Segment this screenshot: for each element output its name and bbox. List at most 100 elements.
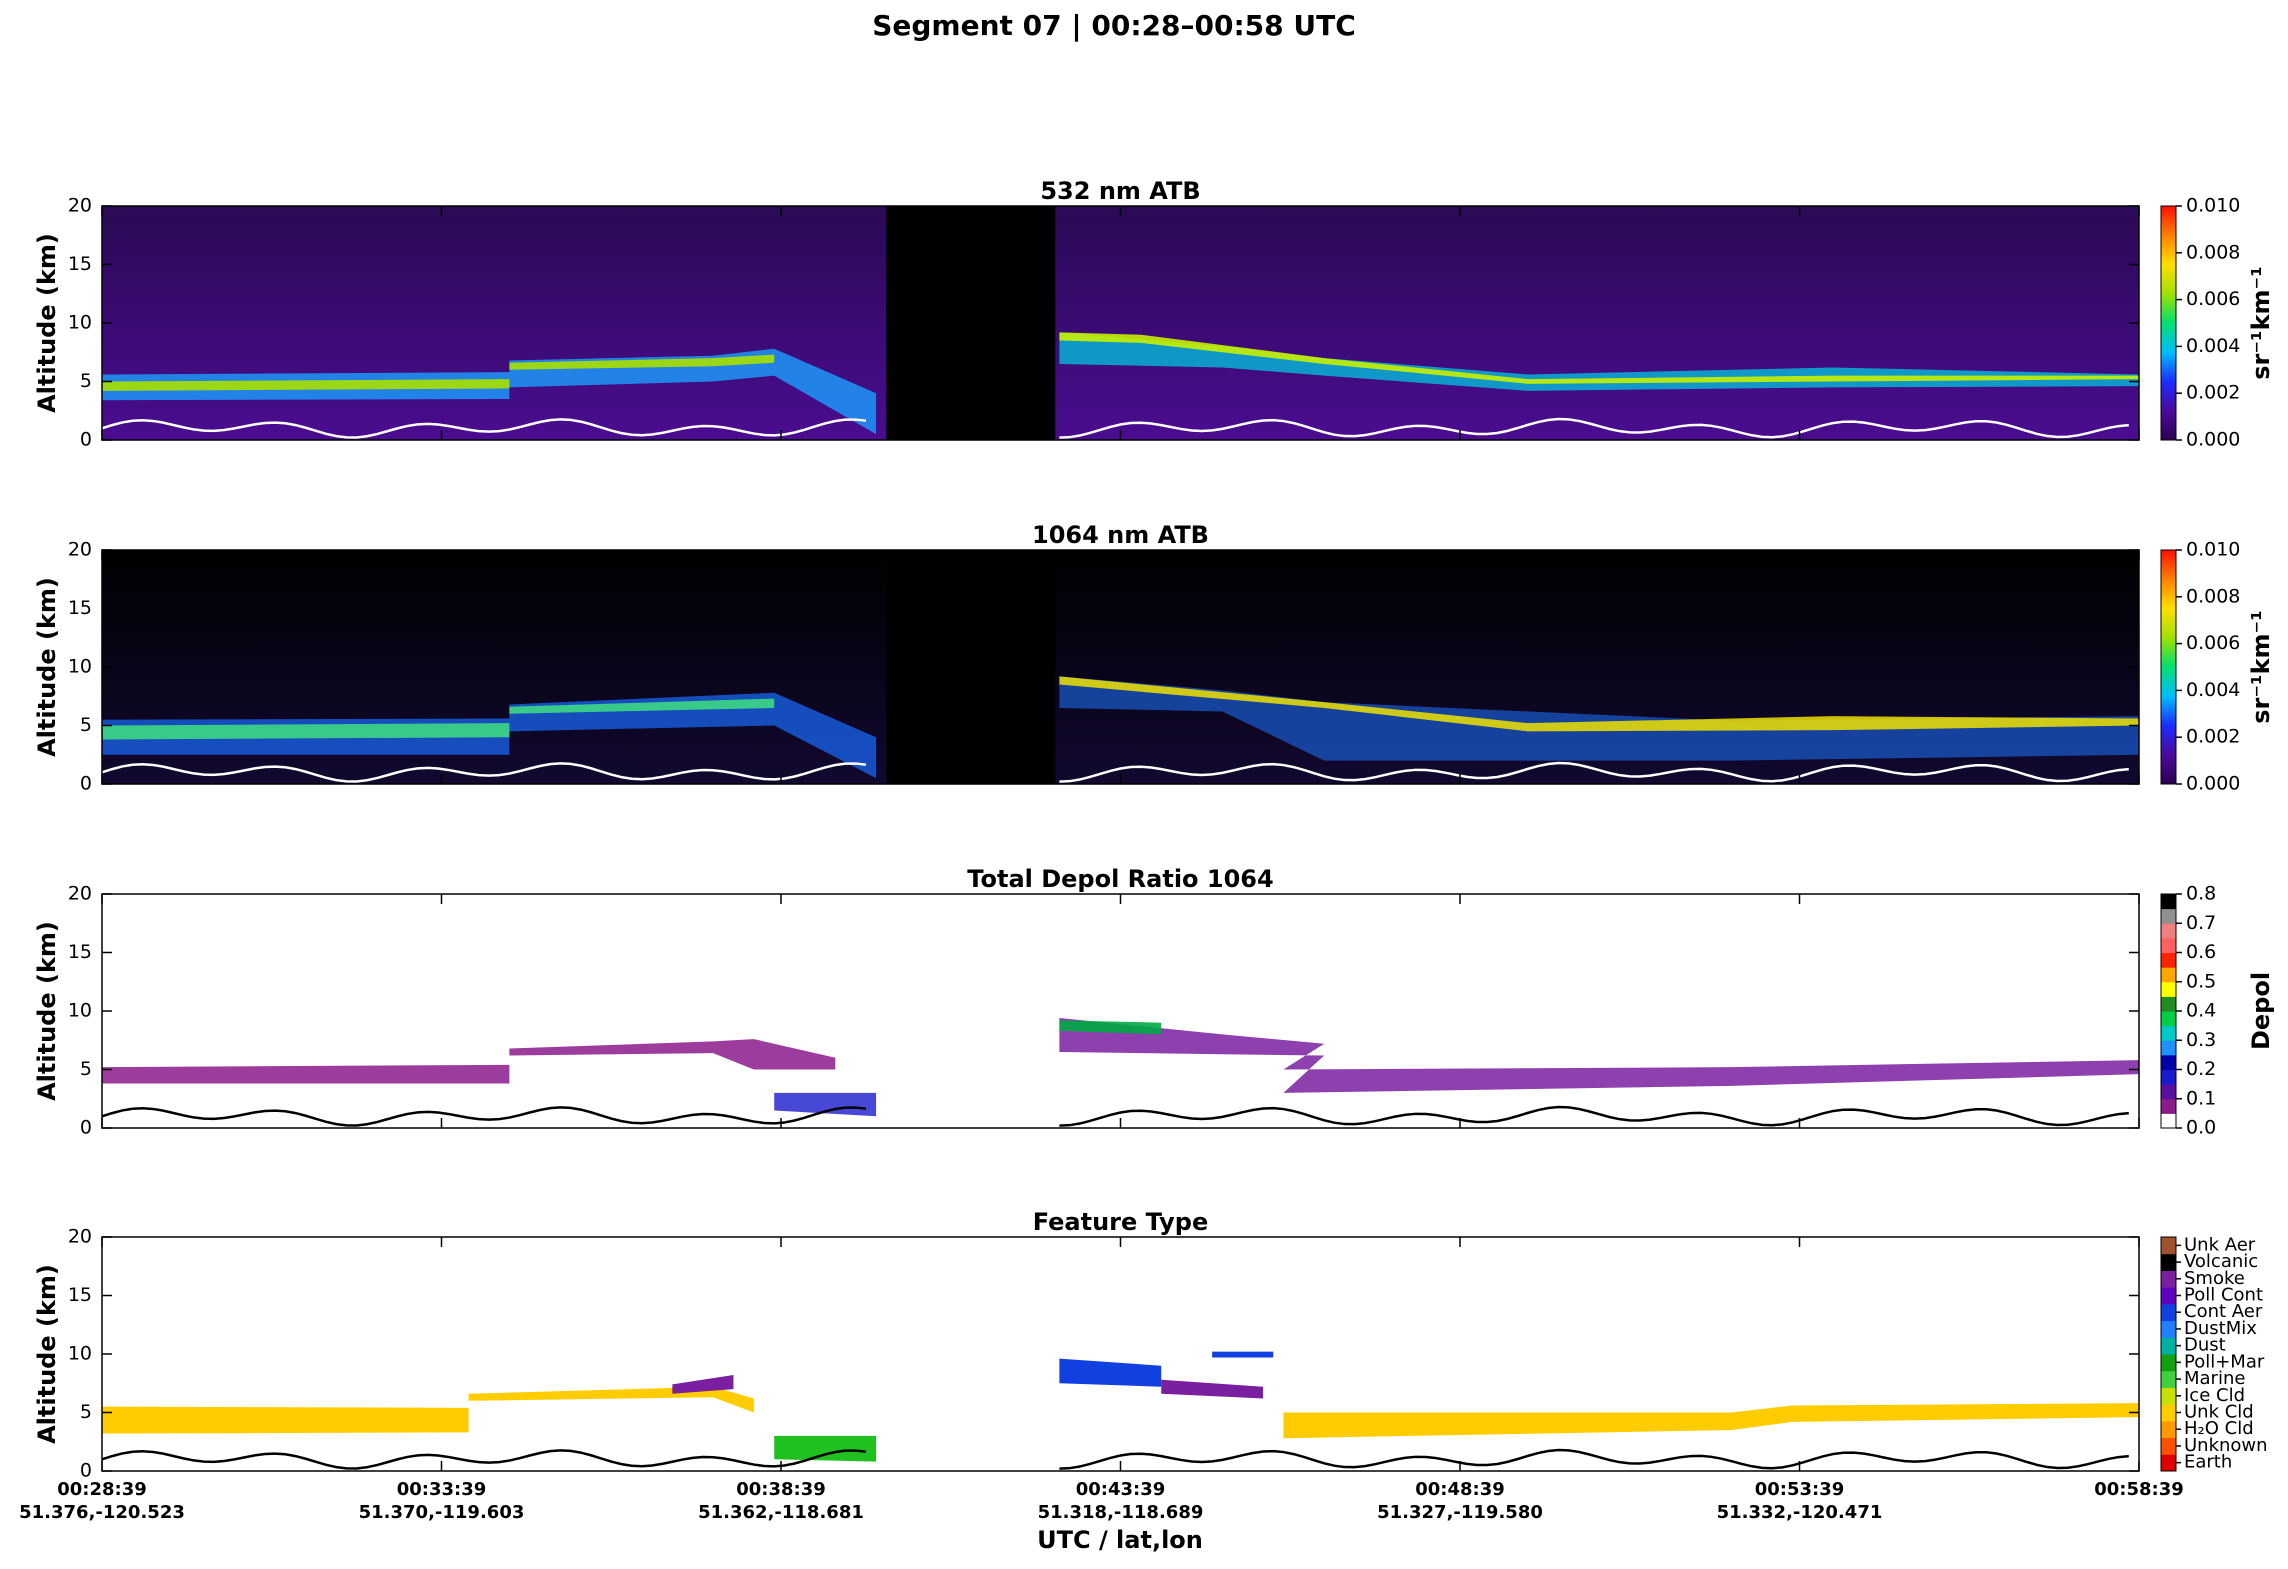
surface-line: [101, 418, 867, 439]
surface-line: [1059, 1448, 2129, 1470]
surface-line: [101, 1106, 867, 1127]
colorbar-tick-label: 0.006: [2186, 288, 2240, 310]
x-tick-latlon: 51.332,-120.471: [1717, 1502, 1883, 1523]
colorbar-cell: [2161, 952, 2176, 968]
colorbar-tick-label: 0.1: [2186, 1087, 2216, 1109]
colorbar-cell: [2161, 1320, 2176, 1338]
colorbar-cell: [2161, 1113, 2176, 1129]
colorbar-tick-label: 0.010: [2186, 539, 2240, 561]
x-tick-label: 00:38:39: [736, 1479, 826, 1500]
colorbar-cell: [2161, 1354, 2176, 1372]
panel-title: Total Depol Ratio 1064: [967, 865, 1273, 893]
colorbar-cell: [2161, 1069, 2176, 1085]
y-tick-label: 5: [80, 1401, 92, 1423]
y-tick-label: 10: [68, 1343, 92, 1365]
y-axis-label: Altitude (km): [33, 233, 61, 413]
layer-decor: [1059, 1020, 1162, 1035]
colorbar-label: sr⁻¹km⁻¹: [2247, 610, 2275, 723]
y-axis-label: Altitude (km): [33, 1264, 61, 1444]
x-tick-label: 00:43:39: [1076, 1479, 1166, 1500]
colorbar-cell: [2161, 1270, 2176, 1288]
colorbar-tick-label: 0.3: [2186, 1029, 2216, 1051]
colorbar-tick-label: 0.2: [2186, 1058, 2216, 1080]
colorbar-label: sr⁻¹km⁻¹: [2247, 266, 2275, 379]
x-tick-latlon: 51.362,-118.681: [698, 1502, 864, 1523]
colorbar-category: Ice Cld: [2184, 1385, 2245, 1406]
colorbar-label: Depol: [2247, 972, 2275, 1050]
y-tick-label: 15: [68, 253, 92, 275]
colorbar-tick-label: 0.6: [2186, 941, 2216, 963]
colorbar-cell: [2161, 1387, 2176, 1405]
colorbar-tick-label: 0.010: [2186, 195, 2240, 217]
colorbar: [2161, 206, 2176, 440]
colorbar-tick-label: 0.5: [2186, 970, 2216, 992]
colorbar-category: Dust: [2184, 1335, 2226, 1356]
raster-background: [102, 206, 2139, 440]
layer-decor: [1283, 1403, 2139, 1439]
colorbar-cell: [2161, 894, 2176, 910]
colorbar: [2161, 550, 2176, 784]
colorbar-tick-label: 0.0: [2186, 1117, 2216, 1139]
colorbar-cell: [2161, 1287, 2176, 1305]
layer-decor: [1059, 1018, 2139, 1093]
x-tick-label: 00:33:39: [397, 1479, 487, 1500]
colorbar-category: DustMix: [2184, 1318, 2257, 1339]
y-tick-label: 20: [68, 539, 92, 561]
y-tick-label: 10: [68, 312, 92, 334]
y-axis-label: Altitude (km): [33, 921, 61, 1101]
x-axis-label: UTC / lat,lon: [1037, 1526, 1203, 1554]
y-tick-label: 15: [68, 597, 92, 619]
y-tick-label: 15: [68, 1284, 92, 1306]
colorbar-cell: [2161, 1098, 2176, 1114]
colorbar-tick-label: 0.000: [2186, 429, 2240, 451]
colorbar-frame: [2160, 205, 2177, 441]
layer-decor: [1059, 676, 2139, 732]
colorbar-cell: [2161, 923, 2176, 939]
colorbar-cell: [2161, 1404, 2176, 1422]
x-tick-latlon: 51.376,-120.523: [19, 1502, 185, 1523]
surface-line: [1059, 417, 2129, 439]
layer-decor: [1059, 332, 2139, 384]
colorbar-category: Earth: [2184, 1452, 2232, 1473]
y-tick-label: 5: [80, 714, 92, 736]
colorbar-tick-label: 0.7: [2186, 912, 2216, 934]
colorbar-category: Marine: [2184, 1368, 2245, 1389]
colorbar-tick-label: 0.008: [2186, 241, 2240, 263]
layer-decor: [102, 1039, 836, 1084]
y-tick-label: 0: [80, 429, 92, 451]
colorbar-category: Unk Cld: [2184, 1402, 2254, 1423]
layer-decor: [102, 698, 775, 740]
colorbar-tick-label: 0.002: [2186, 382, 2240, 404]
colorbar-cell: [2161, 1337, 2176, 1355]
colorbar-cell: [2161, 1237, 2176, 1255]
colorbar-category: Unknown: [2184, 1435, 2268, 1456]
cloud-patch: [1212, 1351, 1274, 1358]
layer-decor: [1161, 1379, 1264, 1399]
colorbar-category: H₂O Cld: [2184, 1418, 2254, 1439]
colorbar-cell: [2161, 996, 2176, 1012]
layer-decor: [102, 1386, 754, 1434]
data-gap: [886, 206, 1056, 440]
colorbar-cell: [2161, 1370, 2176, 1388]
colorbar-cell: [2161, 1011, 2176, 1027]
y-tick-label: 20: [68, 883, 92, 905]
plot-frame: [101, 1236, 2140, 1472]
colorbar-cell: [2161, 1025, 2176, 1041]
colorbar-cell: [2161, 1454, 2176, 1472]
y-tick-label: 0: [80, 773, 92, 795]
y-tick-label: 10: [68, 656, 92, 678]
surface-line: [1059, 1105, 2129, 1127]
surface-line: [1059, 761, 2129, 783]
y-tick-label: 10: [68, 1000, 92, 1022]
y-tick-label: 15: [68, 941, 92, 963]
colorbar-frame: [2160, 1236, 2177, 1472]
colorbar-category: Volcanic: [2184, 1251, 2258, 1272]
y-tick-label: 5: [80, 1058, 92, 1080]
x-tick-latlon: 51.370,-119.603: [359, 1502, 525, 1523]
panel-title: 1064 nm ATB: [1032, 521, 1209, 549]
layer-decor: [774, 1435, 877, 1462]
x-tick-label: 00:53:39: [1755, 1479, 1845, 1500]
x-tick-latlon: 51.318,-118.689: [1038, 1502, 1204, 1523]
colorbar-cell: [2161, 937, 2176, 953]
